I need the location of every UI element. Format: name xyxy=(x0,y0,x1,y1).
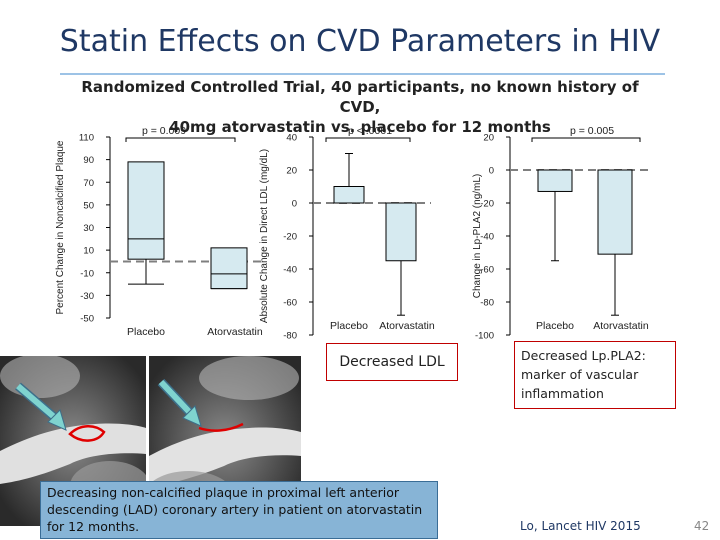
y-tick-label: 0 xyxy=(292,199,297,210)
arrow-icon xyxy=(157,378,202,427)
y-tick-label: -20 xyxy=(283,232,297,243)
ldl-callout: Decreased LDL xyxy=(326,343,458,381)
y-tick-label: -60 xyxy=(480,265,494,276)
y-tick-label: 50 xyxy=(83,200,94,211)
y-tick-label: -80 xyxy=(283,331,297,342)
image-caption: Decreasing non-calcified plaque in proxi… xyxy=(40,481,438,539)
title-divider xyxy=(60,73,665,75)
citation: Lo, Lancet HIV 2015 xyxy=(520,519,641,533)
y-tick-label: 20 xyxy=(286,166,297,177)
category-label: Atorvastatin xyxy=(207,326,263,338)
category-label: Placebo xyxy=(127,326,165,338)
y-tick-label: -40 xyxy=(283,265,297,276)
y-tick-label: 90 xyxy=(83,155,94,166)
category-label: Placebo xyxy=(536,320,574,332)
category-label: Atorvastatin xyxy=(593,320,649,332)
significance-bracket xyxy=(325,137,411,142)
y-tick-label: -10 xyxy=(80,268,94,279)
y-tick-label: -30 xyxy=(80,291,94,302)
bar-atorvastatin xyxy=(385,202,417,262)
significance-bracket xyxy=(125,137,236,142)
bar-atorvastatin xyxy=(597,169,633,255)
y-tick-label: 0 xyxy=(489,166,494,177)
y-tick-label: 10 xyxy=(83,246,94,257)
subtitle-line-2: 40mg atorvastatin vs. placebo for 12 mon… xyxy=(169,118,551,136)
y-axis-title: Percent Change in Noncalcified Plaque xyxy=(55,140,66,314)
y-axis-title: Absolute Change in Direct LDL (mg/dL) xyxy=(259,149,270,323)
box-placebo xyxy=(127,161,165,260)
category-label: Atorvastatin xyxy=(379,320,435,332)
y-tick-label: -60 xyxy=(283,298,297,309)
y-tick-label: -100 xyxy=(475,331,494,342)
y-tick-label: 40 xyxy=(286,133,297,144)
y-axis-title: Change in Lp-PLA2 (ng/mL) xyxy=(472,174,483,299)
arrow-icon xyxy=(15,382,67,431)
y-tick-label: 110 xyxy=(79,133,94,144)
p-value-label: p < .0001 xyxy=(348,125,392,137)
y-tick-label: 70 xyxy=(83,178,94,189)
y-tick-label: 30 xyxy=(83,223,94,234)
category-label: Placebo xyxy=(330,320,368,332)
y-tick-label: -80 xyxy=(480,298,494,309)
y-tick-label: 20 xyxy=(483,133,494,144)
significance-bracket xyxy=(531,137,641,142)
y-tick-label: -50 xyxy=(80,314,94,325)
bar-placebo xyxy=(333,186,365,204)
y-tick-label: -20 xyxy=(480,199,494,210)
y-tick-label: -40 xyxy=(480,232,494,243)
slide-subtitle: Randomized Controlled Trial, 40 particip… xyxy=(80,77,640,137)
page-number: 42 xyxy=(694,519,710,533)
lppla2-callout: Decreased Lp.PLA2: marker of vascular in… xyxy=(514,341,676,409)
bar-placebo xyxy=(537,169,573,192)
p-value-label: p = 0.009 xyxy=(142,125,186,137)
box-atorvastatin xyxy=(210,247,248,290)
slide-title: Statin Effects on CVD Parameters in HIV xyxy=(59,24,661,59)
subtitle-line-1: Randomized Controlled Trial, 40 particip… xyxy=(81,78,639,116)
p-value-label: p = 0.005 xyxy=(570,125,614,137)
